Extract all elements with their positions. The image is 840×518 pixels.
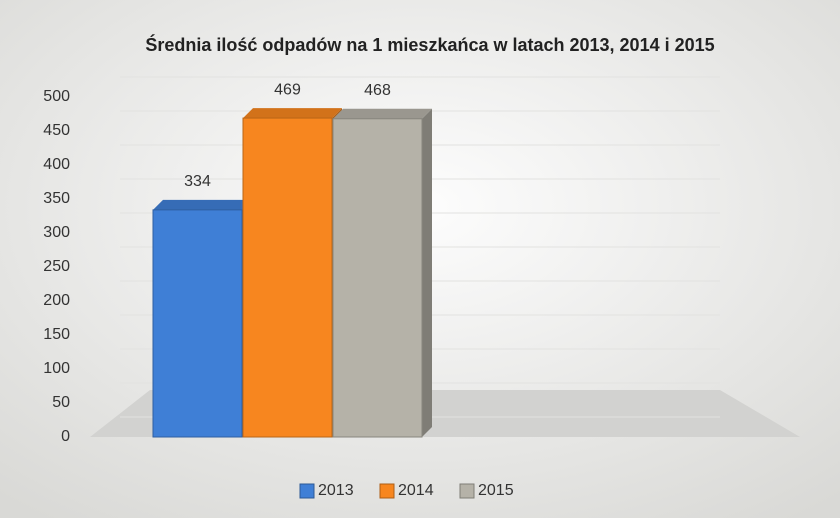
data-label: 468 [364,82,391,99]
y-tick-label: 100 [43,360,70,377]
legend-swatch [299,483,315,499]
bar [242,117,333,438]
data-label: 334 [184,173,211,190]
bar-top [243,108,342,119]
y-tick-label: 400 [43,156,70,173]
bar-side [422,108,432,437]
y-tick-label: 50 [52,394,70,411]
y-tick-label: 0 [61,428,70,445]
legend-label: 2013 [318,482,354,499]
legend-swatch [459,483,475,499]
chart-title: Średnia ilość odpadów na 1 mieszkańca w … [145,34,714,55]
y-tick-label: 250 [43,258,70,275]
bar [332,118,423,438]
y-tick-label: 200 [43,292,70,309]
bar [152,209,243,438]
bar-top [333,108,432,119]
data-label: 469 [274,81,301,98]
y-tick-label: 450 [43,122,70,139]
y-tick-label: 150 [43,326,70,343]
y-tick-label: 350 [43,190,70,207]
legend-label: 2014 [398,482,434,499]
legend-swatch [379,483,395,499]
y-tick-label: 300 [43,224,70,241]
bar-top [153,199,252,210]
legend-label: 2015 [478,482,514,499]
y-tick-label: 500 [43,88,70,105]
